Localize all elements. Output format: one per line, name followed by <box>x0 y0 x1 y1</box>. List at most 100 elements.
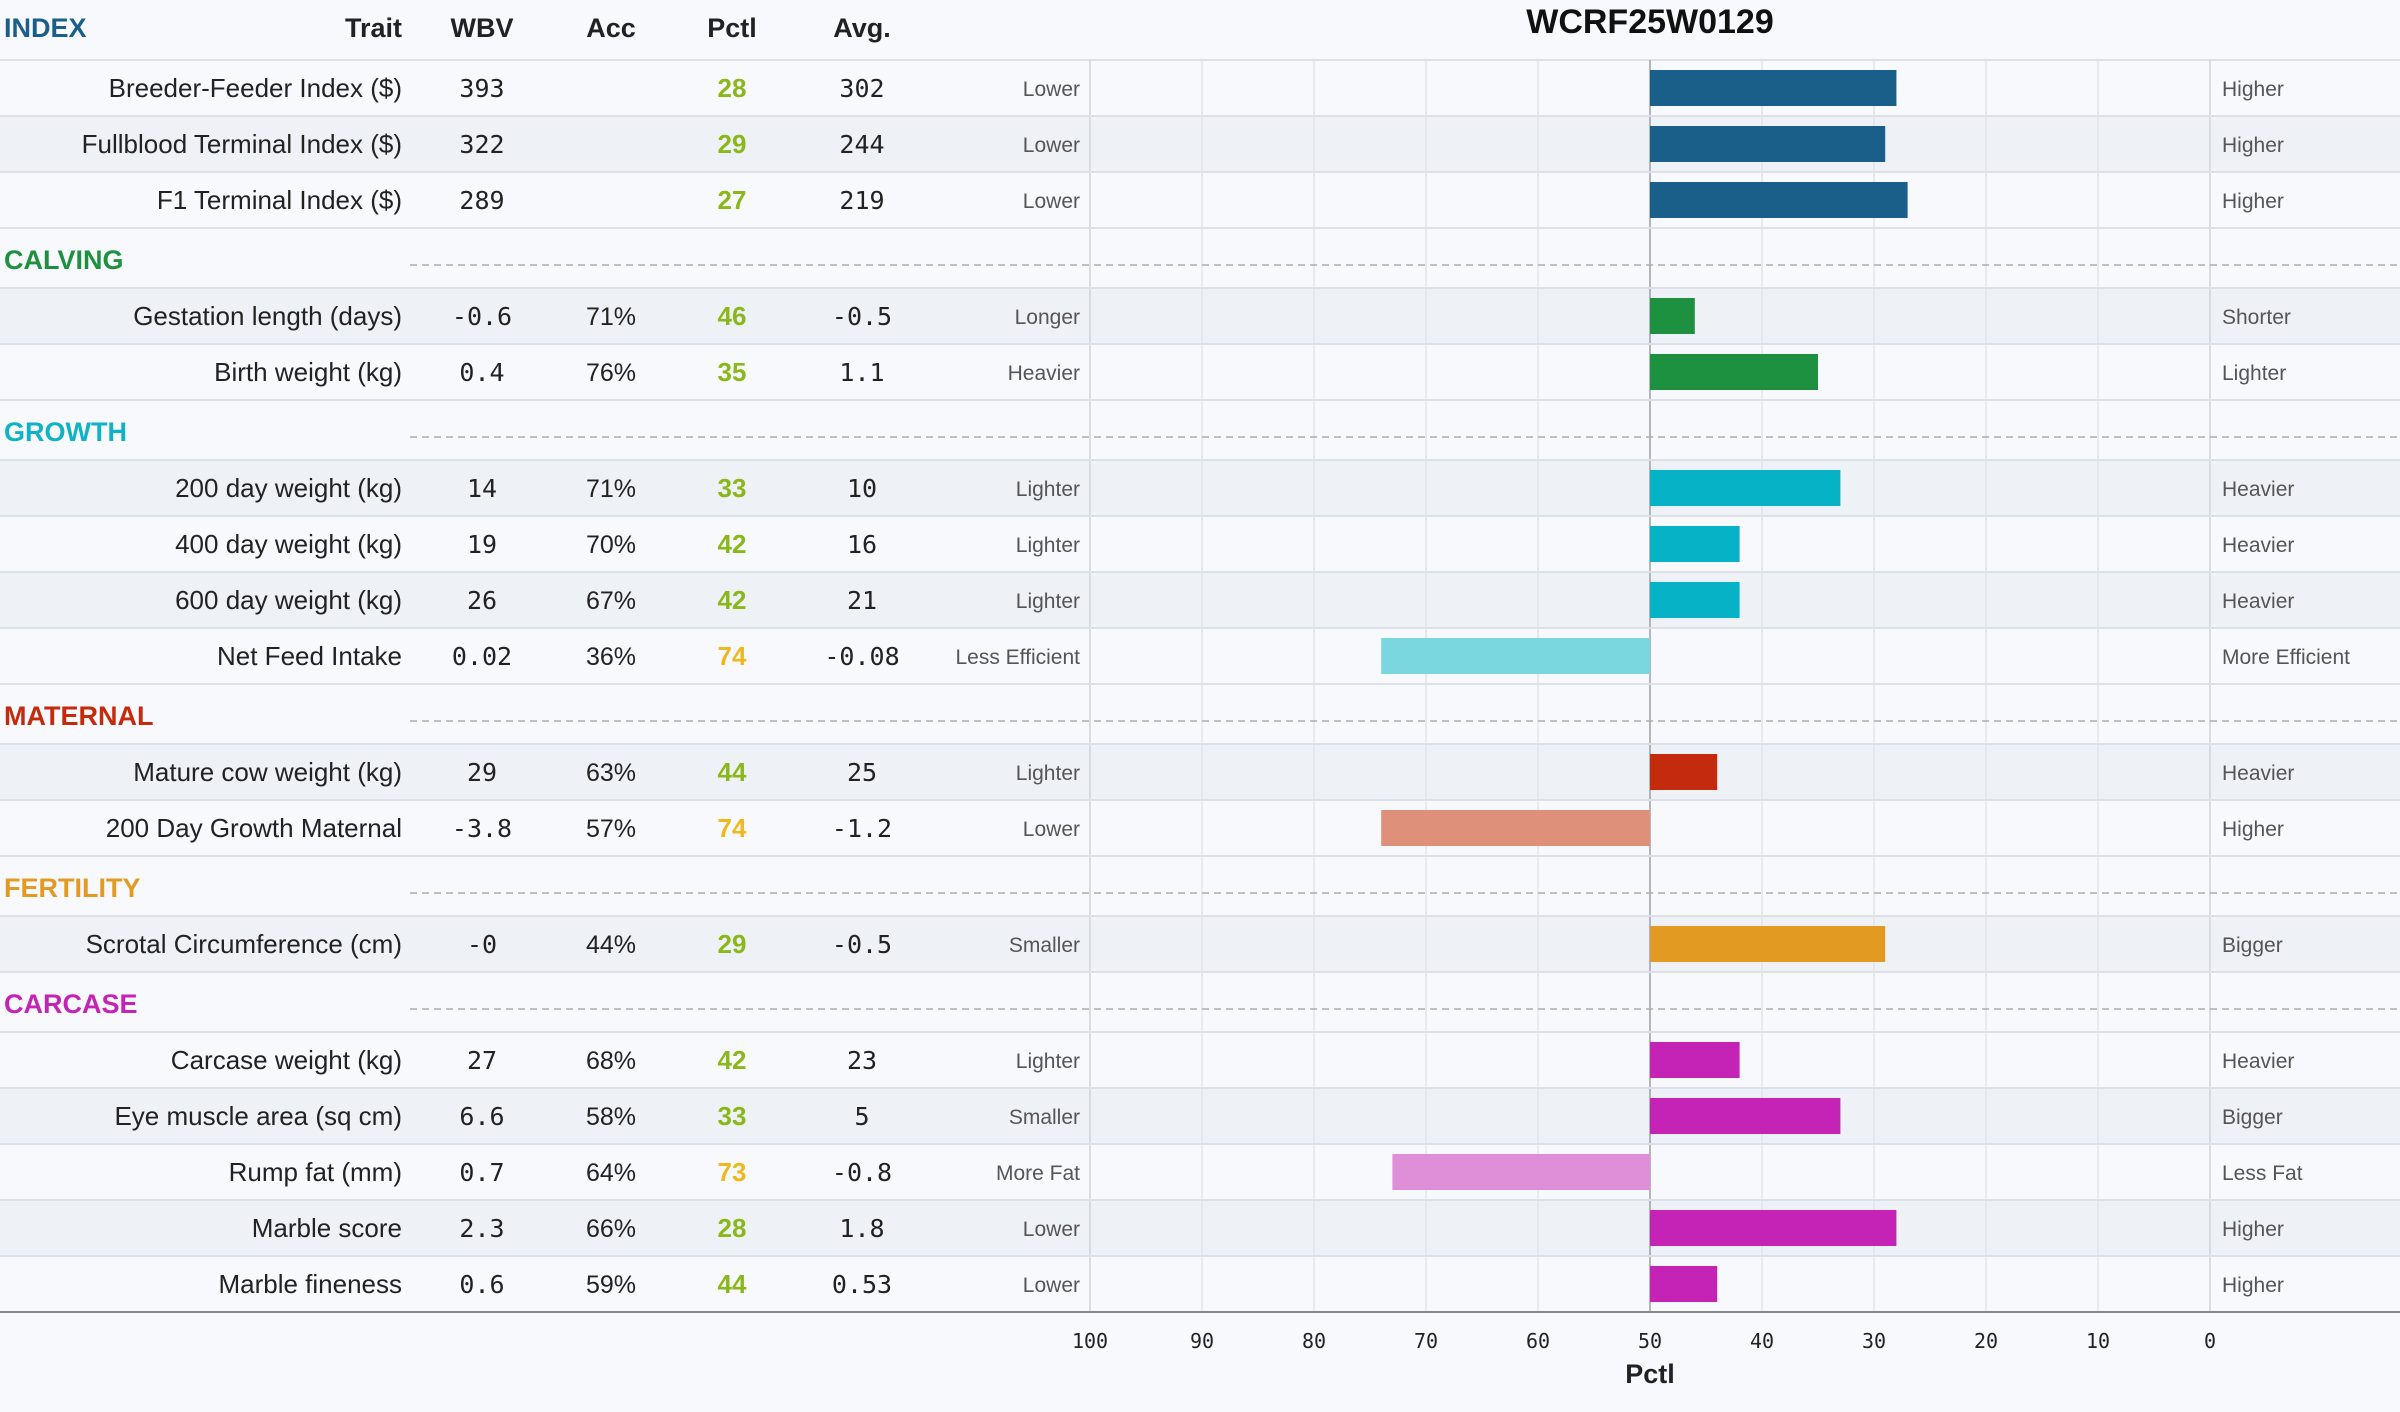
avg-value: 219 <box>839 186 884 215</box>
row-stripe <box>0 460 2400 516</box>
bar-gestation-length-days <box>1650 298 1695 334</box>
trait-label: Birth weight (kg) <box>214 357 402 387</box>
right-direction-label: More Efficient <box>2222 646 2350 669</box>
left-direction-label: Lower <box>1023 818 1080 841</box>
bar-fullblood-terminal-index <box>1650 126 1886 162</box>
bar-rump-fat-mm <box>1392 1154 1650 1190</box>
row-backgrounds <box>0 116 2400 1256</box>
right-direction-label: Heavier <box>2222 590 2294 613</box>
acc-value: 58% <box>586 1103 636 1131</box>
wbv-value: 14 <box>467 474 497 503</box>
left-direction-label: Lower <box>1023 78 1080 101</box>
acc-value: 76% <box>586 359 636 387</box>
right-direction-label: Less Fat <box>2222 1162 2303 1185</box>
bar-net-feed-intake <box>1381 638 1650 674</box>
right-direction-label: Higher <box>2222 190 2284 213</box>
bar-marble-score <box>1650 1210 1897 1246</box>
avg-value: 25 <box>847 758 877 787</box>
wbv-value: 322 <box>459 130 504 159</box>
acc-value: 67% <box>586 587 636 615</box>
trait-label: Carcase weight (kg) <box>171 1045 402 1075</box>
avg-value: -0.08 <box>824 642 899 671</box>
x-tick-label: 100 <box>1072 1329 1108 1353</box>
wbv-value: 289 <box>459 186 504 215</box>
trait-label: Marble fineness <box>218 1269 402 1299</box>
x-tick-label: 50 <box>1638 1329 1662 1353</box>
acc-value: 59% <box>586 1271 636 1299</box>
x-tick-label: 60 <box>1526 1329 1550 1353</box>
bar-400-day-weight-kg <box>1650 526 1740 562</box>
trait-label: 200 day weight (kg) <box>175 473 402 503</box>
trait-label: Mature cow weight (kg) <box>133 757 402 787</box>
acc-value: 36% <box>586 643 636 671</box>
pctl-value: 35 <box>718 357 747 387</box>
left-direction-label: Longer <box>1015 306 1080 329</box>
header-avg: Avg. <box>833 13 891 43</box>
row-stripe <box>0 916 2400 972</box>
row-stripe <box>0 116 2400 172</box>
right-direction-label: Heavier <box>2222 478 2294 501</box>
row-stripe <box>0 288 2400 344</box>
avg-value: 21 <box>847 586 877 615</box>
bar-eye-muscle-area-sq-cm <box>1650 1098 1841 1134</box>
avg-value: 244 <box>839 130 884 159</box>
row-stripe <box>0 572 2400 628</box>
x-axis-label: Pctl <box>1625 1359 1675 1389</box>
pctl-value: 29 <box>718 929 747 959</box>
pctl-value: 29 <box>718 129 747 159</box>
x-tick-label: 40 <box>1750 1329 1774 1353</box>
trait-label: Breeder-Feeder Index ($) <box>109 73 402 103</box>
x-tick-label: 90 <box>1190 1329 1214 1353</box>
bar-f1-terminal-index <box>1650 182 1908 218</box>
left-direction-label: Less Efficient <box>955 646 1080 669</box>
left-direction-label: Lower <box>1023 134 1080 157</box>
left-direction-label: More Fat <box>996 1162 1080 1185</box>
right-direction-label: Heavier <box>2222 1050 2294 1073</box>
left-direction-label: Lighter <box>1016 762 1080 785</box>
trait-label: Rump fat (mm) <box>229 1157 402 1187</box>
avg-value: 23 <box>847 1046 877 1075</box>
wbv-value: 0.6 <box>459 1270 504 1299</box>
bar-birth-weight-kg <box>1650 354 1818 390</box>
acc-value: 68% <box>586 1047 636 1075</box>
trait-label: 200 Day Growth Maternal <box>106 813 402 843</box>
left-direction-label: Lighter <box>1016 478 1080 501</box>
pctl-value: 28 <box>718 73 747 103</box>
right-direction-label: Lighter <box>2222 362 2286 385</box>
right-direction-label: Bigger <box>2222 934 2283 957</box>
right-direction-label: Higher <box>2222 818 2284 841</box>
pctl-value: 42 <box>718 1045 747 1075</box>
trait-label: Eye muscle area (sq cm) <box>114 1101 402 1131</box>
wbv-value: 0.7 <box>459 1158 504 1187</box>
trait-label: 400 day weight (kg) <box>175 529 402 559</box>
acc-value: 70% <box>586 531 636 559</box>
pctl-value: 46 <box>718 301 747 331</box>
right-direction-label: Higher <box>2222 134 2284 157</box>
left-direction-label: Lower <box>1023 1218 1080 1241</box>
right-direction-label: Higher <box>2222 1274 2284 1297</box>
acc-value: 44% <box>586 931 636 959</box>
x-tick-label: 70 <box>1414 1329 1438 1353</box>
pctl-value: 44 <box>718 757 747 787</box>
section-label: CALVING <box>4 245 124 275</box>
pctl-value: 44 <box>718 1269 747 1299</box>
trait-label: Fullblood Terminal Index ($) <box>82 129 402 159</box>
wbv-value: 19 <box>467 530 497 559</box>
avg-value: 10 <box>847 474 877 503</box>
bar-200-day-growth-maternal <box>1381 810 1650 846</box>
right-direction-label: Higher <box>2222 78 2284 101</box>
trait-label: Marble score <box>252 1213 402 1243</box>
bars <box>1381 70 1908 1302</box>
acc-value: 71% <box>586 475 636 503</box>
acc-value: 57% <box>586 815 636 843</box>
x-tick-label: 80 <box>1302 1329 1326 1353</box>
right-direction-label: Heavier <box>2222 762 2294 785</box>
bar-scrotal-circumference-cm <box>1650 926 1886 962</box>
wbv-value: 26 <box>467 586 497 615</box>
pctl-value: 42 <box>718 585 747 615</box>
section-label: GROWTH <box>4 417 127 447</box>
trait-label: Gestation length (days) <box>133 301 402 331</box>
pctl-value: 74 <box>718 641 747 671</box>
right-direction-label: Heavier <box>2222 534 2294 557</box>
